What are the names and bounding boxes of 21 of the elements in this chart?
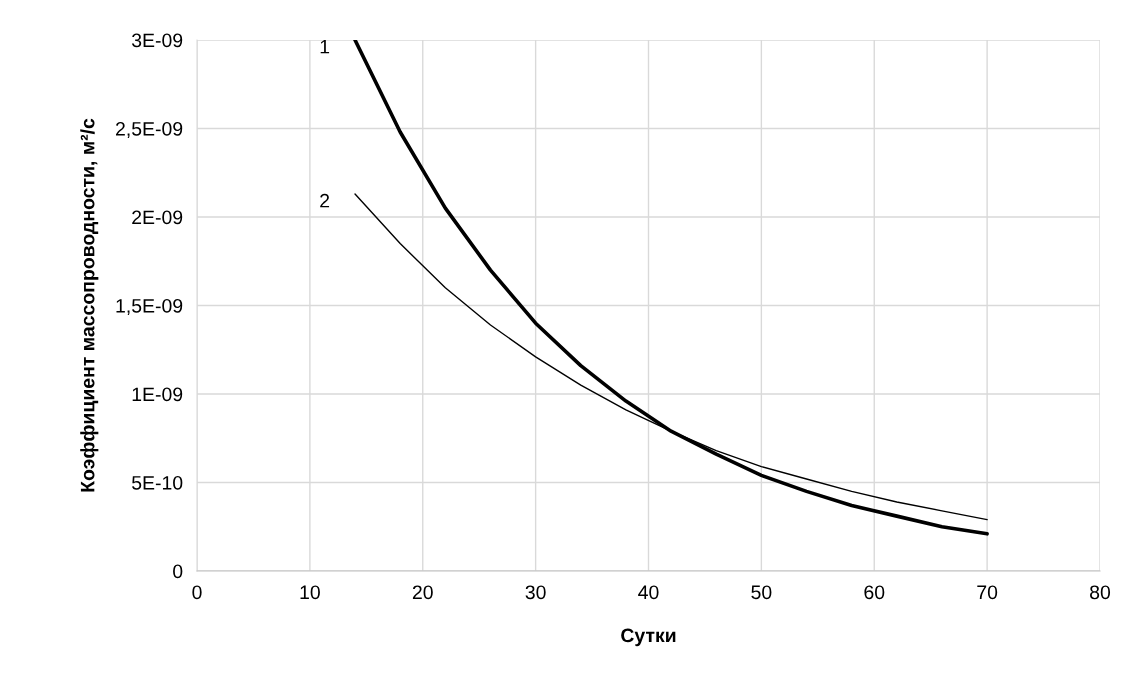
y-axis-title: Коэффициент массопроводности, м²/с bbox=[80, 118, 99, 492]
x-tick-label: 20 bbox=[412, 585, 433, 600]
y-tick-label: 2E-09 bbox=[132, 210, 183, 225]
series-label: 1 bbox=[320, 39, 330, 54]
x-tick-label: 0 bbox=[192, 585, 202, 600]
x-tick-label: 80 bbox=[1090, 585, 1111, 600]
line-series bbox=[353, 40, 989, 536]
x-tick-label: 10 bbox=[300, 585, 320, 600]
series-label: 2 bbox=[320, 193, 330, 208]
y-tick-label: 5E-10 bbox=[132, 475, 183, 490]
y-tick-label: 3E-09 bbox=[131, 33, 183, 48]
x-tick-label: 30 bbox=[525, 585, 546, 600]
x-tick-label: 40 bbox=[638, 585, 659, 600]
y-tick-label: 0 bbox=[173, 564, 183, 579]
x-tick-label: 50 bbox=[751, 585, 772, 600]
x-tick-label: 60 bbox=[864, 585, 885, 600]
x-axis-title: Сутки bbox=[621, 628, 676, 647]
y-tick-label: 1E-09 bbox=[132, 387, 183, 402]
x-tick-label: 70 bbox=[977, 585, 998, 600]
y-tick-label: 2,5E-09 bbox=[115, 121, 183, 139]
y-tick-label: 1,5E-09 bbox=[116, 298, 183, 316]
